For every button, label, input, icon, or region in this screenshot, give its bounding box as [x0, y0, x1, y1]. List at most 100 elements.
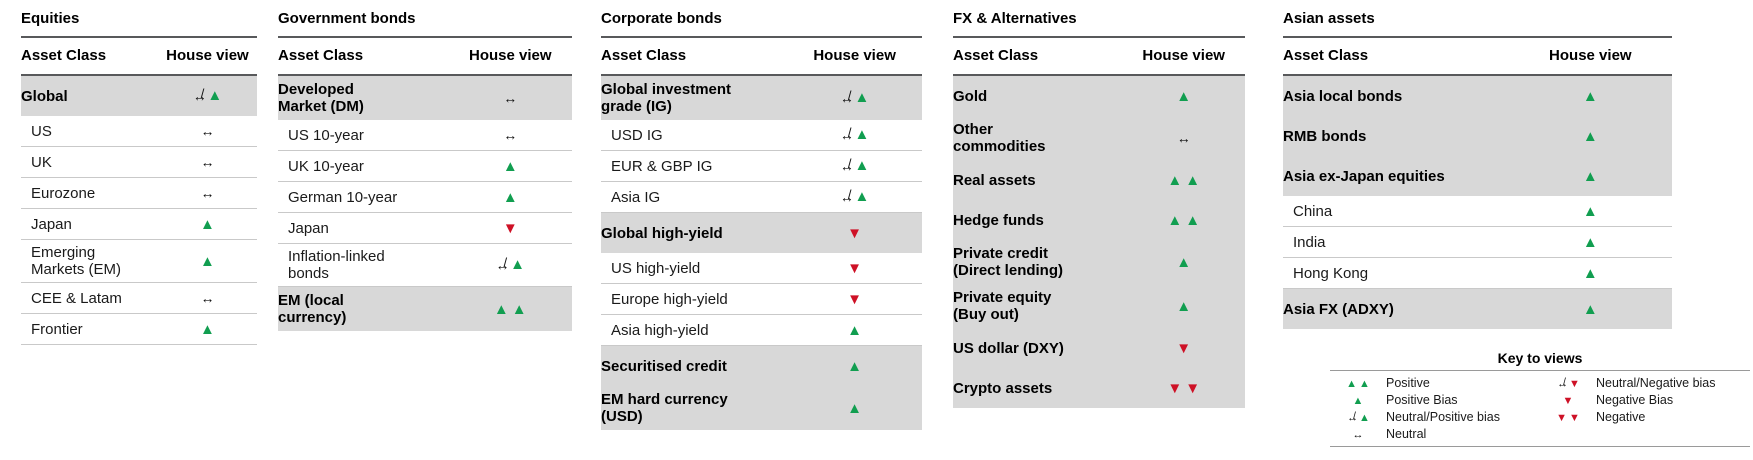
house-view-cell: ↔	[158, 154, 257, 171]
up-triangle-icon: ▲	[847, 401, 862, 416]
up-triangle-icon: ▲	[503, 190, 518, 205]
left-right-arrow-icon: ↔	[1177, 131, 1191, 145]
down-triangle-icon: ▼	[1185, 379, 1201, 397]
left-right-arrow-icon: ↔	[200, 289, 215, 306]
asset-table-corporate-bonds: Corporate bonds Asset Class House view Glob…	[601, 8, 922, 430]
up-triangle-icon: ▲	[1582, 167, 1598, 185]
table-row: US dollar (DXY) ▼	[953, 328, 1245, 368]
legend-items: ▲ ▲ Positive ▲ Positive Bias ↔/▲ Neutral/Posit…	[1330, 370, 1750, 447]
house-view-cell: ▼	[449, 220, 572, 237]
asset-class-cell: EUR & GBP IG	[611, 157, 713, 175]
house-view-cell: ▲	[1509, 168, 1672, 185]
legend-title: Key to views	[1497, 350, 1583, 366]
house-view-cell: ↔	[158, 123, 257, 140]
double-up-triangle-icon: ▲ ▲	[1167, 173, 1200, 188]
legend-icon-cell: ↔/▲	[1330, 410, 1386, 424]
house-view-cell: ▲	[1509, 128, 1672, 145]
up-triangle-icon: ▲	[1582, 264, 1598, 282]
asset-class-cell: Other commodities	[953, 121, 1046, 155]
table-header: Asset Class House view	[953, 38, 1245, 76]
asset-class-cell: Real assets	[953, 171, 1036, 189]
asset-class-cell: RMB bonds	[1283, 127, 1367, 145]
table-row: Europe high-yield ▼	[601, 284, 922, 315]
house-view-cell: ▼	[1122, 340, 1245, 357]
asset-class-cell: UK 10-year	[288, 157, 364, 175]
table-row: German 10-year ▲	[278, 182, 572, 213]
table-row: Global investment grade (IG) ↔/▲	[601, 76, 922, 120]
down-triangle-icon: ▼	[1569, 411, 1580, 424]
left-right-arrow-icon: ↔	[503, 89, 518, 106]
legend-item: ↔ Neutral	[1330, 425, 1540, 442]
neutral-slash-up-triangle-icon: ↔/▲	[1346, 410, 1370, 424]
table-row: Asia ex-Japan equities ▲	[1283, 156, 1672, 196]
column-header-house-view: House view	[1142, 47, 1225, 64]
table-row: Asia FX (ADXY) ▲	[1283, 289, 1672, 329]
left-right-arrow-slash-icon: ↔/	[839, 124, 854, 143]
legend-icon-cell: ▼	[1540, 393, 1596, 407]
asset-class-cell: Eurozone	[31, 184, 96, 202]
asset-class-cell: India	[1293, 233, 1326, 251]
asset-class-cell: China	[1293, 202, 1333, 220]
table-row: UK 10-year ▲	[278, 151, 572, 182]
asset-class-cell: Asia IG	[611, 188, 661, 206]
asset-class-cell: Japan	[288, 219, 329, 237]
house-view-cell: ↔	[449, 127, 572, 144]
up-triangle-icon: ▲	[1176, 89, 1191, 104]
table-row: Private credit (Direct lending) ▲	[953, 240, 1245, 284]
up-triangle-icon: ▲	[854, 126, 870, 143]
asset-table-fx-and-alternatives: FX & Alternatives Asset Class House view Go…	[953, 8, 1245, 408]
table-title: Government bonds	[278, 8, 572, 38]
legend-icon-cell: ▼ ▼	[1540, 410, 1596, 424]
legend-icon-cell: ↔	[1330, 427, 1386, 441]
table-row: CEE & Latam ↔	[21, 283, 257, 314]
double-up-triangle-icon: ▲ ▲	[1167, 213, 1200, 228]
slash-icon: /	[847, 155, 852, 171]
double-up-triangle-icon: ▲ ▲	[1346, 378, 1370, 390]
house-view-cell: ▲	[158, 216, 257, 233]
up-triangle-icon: ▲	[1176, 299, 1191, 314]
table-header: Asset Class House view	[278, 38, 572, 76]
asset-class-cell: Crypto assets	[953, 379, 1053, 397]
house-view-cell: ↔	[1122, 130, 1245, 147]
up-triangle-icon: ▲	[1185, 171, 1201, 189]
up-triangle-icon: ▲	[502, 188, 518, 206]
table-row: Securitised credit ▲	[601, 346, 922, 386]
table-row: Japan ▲	[21, 209, 257, 240]
asset-class-cell: Global high-yield	[601, 224, 723, 242]
asset-class-cell: EM hard currency (USD)	[601, 391, 728, 425]
house-view-cell: ▲	[787, 322, 922, 339]
slash-icon: /	[1353, 410, 1356, 422]
column-header-asset-class: Asset Class	[21, 47, 107, 64]
up-triangle-icon: ▲	[200, 217, 215, 232]
table-row: Developed Market (DM) ↔	[278, 76, 572, 120]
up-triangle-icon: ▲	[1583, 302, 1598, 317]
asset-class-cell: US 10-year	[288, 126, 364, 144]
down-triangle-icon: ▼	[1556, 411, 1567, 424]
neutral-slash-down-triangle-icon: ↔/▼	[1556, 377, 1580, 390]
house-view-cell: ▲	[1509, 88, 1672, 105]
asset-class-cell: Asia FX (ADXY)	[1283, 300, 1394, 318]
asset-class-cell: Japan	[31, 215, 72, 233]
table-body: Asia local bonds ▲ RMB bonds ▲ Asia ex-Japan…	[1283, 76, 1672, 329]
asset-class-cell: Inflation-linked bonds	[288, 248, 385, 282]
table-row: Private equity (Buy out) ▲	[953, 284, 1245, 328]
table-row: UK ↔	[21, 147, 257, 178]
left-right-arrow-icon: ↔	[200, 184, 215, 201]
neutral-slash-up-triangle-icon: ↔/▲	[496, 256, 525, 273]
column-header-house-view: House view	[469, 47, 552, 64]
up-triangle-icon: ▲	[1176, 255, 1191, 270]
asset-class-cell: Developed Market (DM)	[278, 81, 364, 115]
column-header-asset-class: Asset Class	[1283, 47, 1369, 64]
neutral-slash-up-triangle-icon: ↔/▲	[840, 87, 869, 106]
table-body: Global ↔/▲ US ↔ UK ↔ Eurozone ↔ Japan ▲ Emerging M…	[21, 76, 257, 345]
legend-icon-cell: ▲	[1330, 393, 1386, 407]
asset-class-cell: Gold	[953, 87, 988, 105]
up-triangle-icon: ▲	[1583, 129, 1598, 144]
table-row: Japan ▼	[278, 213, 572, 244]
house-view-cell: ▲	[1509, 203, 1672, 220]
left-right-arrow-slash-icon: ↔/	[192, 85, 207, 104]
down-triangle-icon: ▼	[1562, 394, 1574, 407]
up-triangle-icon: ▲	[200, 215, 215, 233]
slash-icon: /	[847, 87, 852, 103]
asset-class-cell: Asia ex-Japan equities	[1283, 167, 1445, 185]
